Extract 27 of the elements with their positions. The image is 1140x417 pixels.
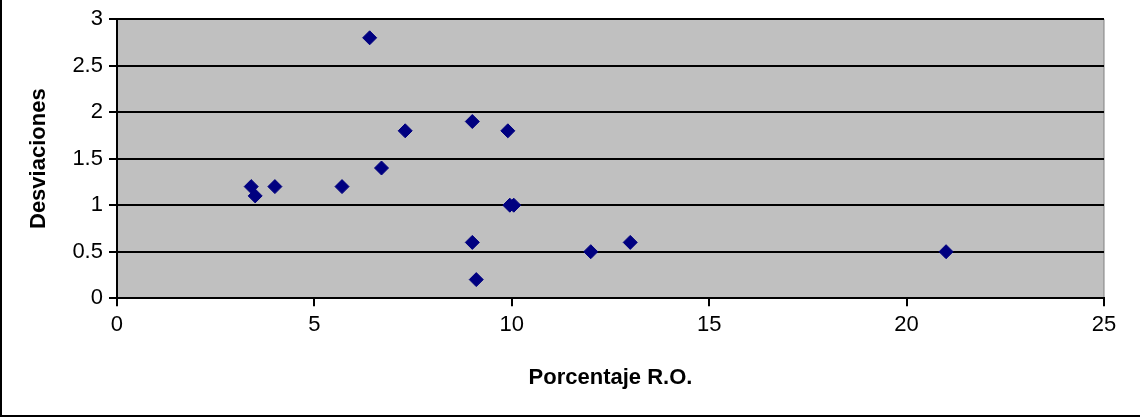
x-tick-label: 20 — [894, 311, 919, 337]
point — [938, 244, 954, 260]
point — [622, 234, 638, 250]
point — [500, 123, 516, 139]
x-tick-label: 25 — [1091, 311, 1117, 337]
point — [374, 160, 389, 176]
y-tick-label: 0.5 — [72, 237, 103, 263]
point — [267, 179, 283, 195]
x-axis-title: Porcentaje R.O. — [528, 363, 693, 389]
point — [464, 114, 480, 129]
y-tick-label: 1 — [90, 191, 103, 217]
point — [464, 234, 480, 250]
x-tick-label: 5 — [308, 311, 321, 337]
point — [583, 244, 599, 260]
y-tick-label: 2.5 — [72, 51, 103, 77]
point — [334, 179, 350, 195]
point — [397, 123, 413, 139]
y-tick-label: 3 — [90, 5, 103, 31]
point — [468, 272, 484, 288]
x-tick-label: 15 — [696, 311, 722, 337]
y-axis-title: Desviaciones — [25, 88, 51, 230]
x-tick-label: 10 — [499, 311, 525, 337]
point — [362, 30, 378, 46]
y-tick-label: 0 — [90, 284, 103, 310]
y-tick-label: 1.5 — [72, 144, 103, 170]
x-tick-label: 0 — [110, 311, 124, 337]
y-tick-label: 2 — [90, 98, 103, 124]
